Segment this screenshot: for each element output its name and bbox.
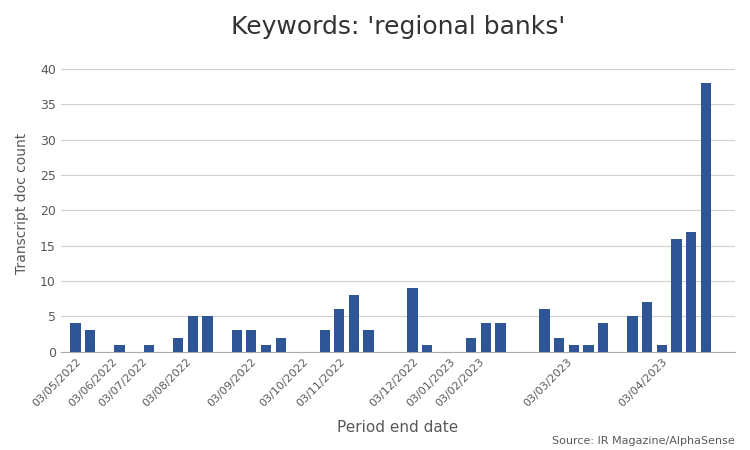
Bar xyxy=(671,238,682,352)
Bar xyxy=(232,330,242,352)
Title: Keywords: 'regional banks': Keywords: 'regional banks' xyxy=(231,15,565,39)
Text: Source: IR Magazine/AlphaSense: Source: IR Magazine/AlphaSense xyxy=(552,436,735,446)
Bar xyxy=(70,324,81,352)
Bar xyxy=(85,330,95,352)
Bar xyxy=(554,338,564,352)
Bar xyxy=(188,316,198,352)
Bar xyxy=(466,338,476,352)
Bar xyxy=(539,309,550,352)
Bar xyxy=(114,345,125,352)
Bar xyxy=(261,345,272,352)
Bar xyxy=(598,324,608,352)
Bar xyxy=(481,324,491,352)
Bar xyxy=(627,316,638,352)
Bar xyxy=(686,232,696,352)
Bar xyxy=(568,345,579,352)
Bar xyxy=(407,288,418,352)
X-axis label: Period end date: Period end date xyxy=(338,420,458,435)
Bar xyxy=(584,345,593,352)
Bar xyxy=(334,309,344,352)
Bar xyxy=(349,295,359,352)
Bar xyxy=(422,345,432,352)
Bar xyxy=(496,324,506,352)
Bar xyxy=(700,83,711,352)
Bar xyxy=(173,338,183,352)
Bar xyxy=(656,345,667,352)
Bar xyxy=(202,316,212,352)
Bar xyxy=(320,330,330,352)
Bar xyxy=(275,338,286,352)
Bar xyxy=(144,345,154,352)
Bar xyxy=(642,302,652,352)
Bar xyxy=(364,330,374,352)
Bar xyxy=(246,330,256,352)
Y-axis label: Transcript doc count: Transcript doc count xyxy=(15,133,29,274)
